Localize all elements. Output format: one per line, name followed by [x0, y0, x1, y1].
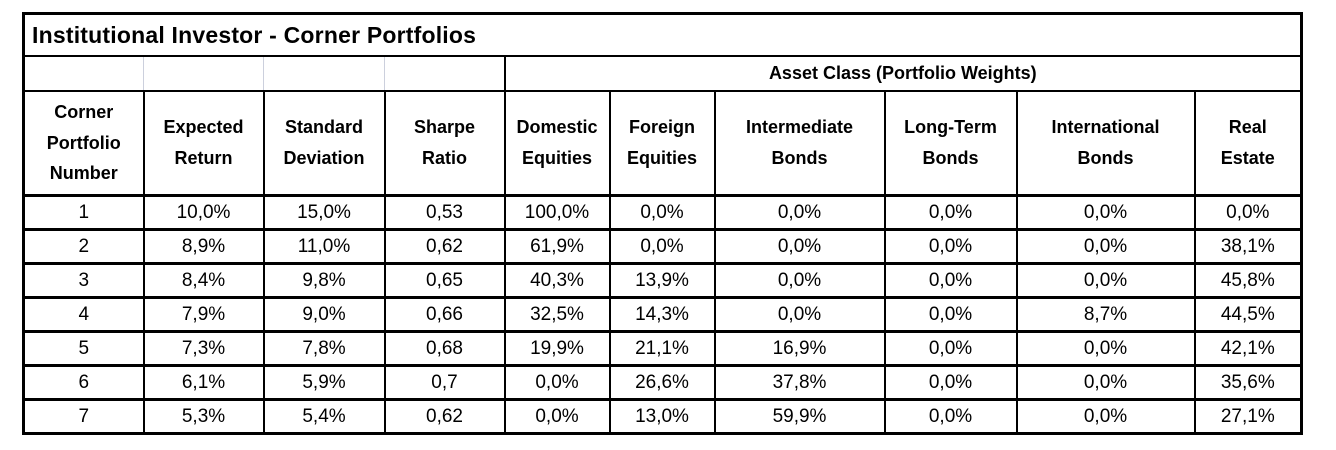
cell-corner-portfolio-number: 6 [22, 364, 145, 401]
cell-long-term-bonds: 0,0% [883, 364, 1018, 401]
cell-long-term-bonds: 0,0% [883, 398, 1018, 435]
cell-sharpe-ratio: 0,66 [383, 296, 506, 333]
table-row: 4 7,9% 9,0% 0,66 32,5% 14,3% 0,0% 0,0% 8… [22, 296, 1303, 333]
cell-international-bonds: 0,0% [1015, 194, 1196, 231]
empty-cell [384, 56, 505, 92]
cell-sharpe-ratio: 0,53 [383, 194, 506, 231]
cell-foreign-equities: 13,0% [608, 398, 716, 435]
cell-domestic-equities: 100,0% [503, 194, 611, 231]
empty-cell [143, 56, 264, 92]
cell-standard-deviation: 15,0% [262, 194, 386, 231]
cell-standard-deviation: 5,4% [262, 398, 386, 435]
cell-real-estate: 44,5% [1193, 296, 1303, 333]
cell-standard-deviation: 5,9% [262, 364, 386, 401]
cell-domestic-equities: 0,0% [503, 364, 611, 401]
table-row: 1 10,0% 15,0% 0,53 100,0% 0,0% 0,0% 0,0%… [22, 194, 1303, 231]
cell-long-term-bonds: 0,0% [883, 228, 1018, 265]
table-row: 2 8,9% 11,0% 0,62 61,9% 0,0% 0,0% 0,0% 0… [22, 228, 1303, 265]
column-header-standard-deviation: Standard Deviation [262, 90, 386, 197]
table-row: 6 6,1% 5,9% 0,7 0,0% 26,6% 37,8% 0,0% 0,… [22, 364, 1303, 401]
cell-domestic-equities: 61,9% [503, 228, 611, 265]
cell-foreign-equities: 0,0% [608, 194, 716, 231]
cell-standard-deviation: 9,0% [262, 296, 386, 333]
cell-international-bonds: 0,0% [1015, 228, 1196, 265]
cell-domestic-equities: 0,0% [503, 398, 611, 435]
cell-sharpe-ratio: 0,7 [383, 364, 506, 401]
cell-long-term-bonds: 0,0% [883, 262, 1018, 299]
cell-expected-return: 7,9% [142, 296, 265, 333]
cell-sharpe-ratio: 0,68 [383, 330, 506, 367]
column-header-intermediate-bonds: Intermediate Bonds [713, 90, 886, 197]
cell-long-term-bonds: 0,0% [883, 194, 1018, 231]
cell-foreign-equities: 26,6% [608, 364, 716, 401]
column-header-long-term-bonds: Long-Term Bonds [883, 90, 1018, 197]
cell-standard-deviation: 11,0% [262, 228, 386, 265]
cell-long-term-bonds: 0,0% [883, 330, 1018, 367]
cell-domestic-equities: 40,3% [503, 262, 611, 299]
cell-intermediate-bonds: 59,9% [713, 398, 886, 435]
cell-foreign-equities: 13,9% [608, 262, 716, 299]
cell-expected-return: 8,9% [142, 228, 265, 265]
column-header-row: Corner Portfolio Number Expected Return … [22, 90, 1303, 197]
cell-intermediate-bonds: 0,0% [713, 194, 886, 231]
table-row: 5 7,3% 7,8% 0,68 19,9% 21,1% 16,9% 0,0% … [22, 330, 1303, 367]
cell-real-estate: 45,8% [1193, 262, 1303, 299]
cell-corner-portfolio-number: 5 [22, 330, 145, 367]
empty-cell [263, 56, 385, 92]
cell-foreign-equities: 14,3% [608, 296, 716, 333]
cell-sharpe-ratio: 0,65 [383, 262, 506, 299]
cell-sharpe-ratio: 0,62 [383, 228, 506, 265]
cell-intermediate-bonds: 37,8% [713, 364, 886, 401]
cell-real-estate: 38,1% [1193, 228, 1303, 265]
cell-intermediate-bonds: 0,0% [713, 262, 886, 299]
cell-international-bonds: 0,0% [1015, 364, 1196, 401]
column-header-international-bonds: International Bonds [1015, 90, 1196, 197]
cell-real-estate: 42,1% [1193, 330, 1303, 367]
cell-domestic-equities: 19,9% [503, 330, 611, 367]
cell-corner-portfolio-number: 2 [22, 228, 145, 265]
corner-portfolios-table: Institutional Investor - Corner Portfoli… [22, 12, 1304, 435]
cell-standard-deviation: 9,8% [262, 262, 386, 299]
cell-corner-portfolio-number: 4 [22, 296, 145, 333]
cell-intermediate-bonds: 16,9% [713, 330, 886, 367]
column-header-domestic-equities: Domestic Equities [503, 90, 611, 197]
table-title: Institutional Investor - Corner Portfoli… [23, 13, 1302, 57]
cell-standard-deviation: 7,8% [262, 330, 386, 367]
table-row: 3 8,4% 9,8% 0,65 40,3% 13,9% 0,0% 0,0% 0… [22, 262, 1303, 299]
cell-foreign-equities: 21,1% [608, 330, 716, 367]
group-header-asset-class: Asset Class (Portfolio Weights) [503, 56, 1302, 92]
cell-real-estate: 27,1% [1193, 398, 1303, 435]
cell-intermediate-bonds: 0,0% [713, 296, 886, 333]
cell-corner-portfolio-number: 3 [22, 262, 145, 299]
column-header-corner-portfolio-number: Corner Portfolio Number [22, 90, 145, 197]
cell-international-bonds: 0,0% [1015, 330, 1196, 367]
cell-sharpe-ratio: 0,62 [383, 398, 506, 435]
table-row: 7 5,3% 5,4% 0,62 0,0% 13,0% 59,9% 0,0% 0… [22, 398, 1303, 435]
cell-long-term-bonds: 0,0% [883, 296, 1018, 333]
cell-expected-return: 8,4% [142, 262, 265, 299]
column-header-sharpe-ratio: Sharpe Ratio [383, 90, 506, 197]
cell-expected-return: 5,3% [142, 398, 265, 435]
cell-foreign-equities: 0,0% [608, 228, 716, 265]
cell-international-bonds: 0,0% [1015, 262, 1196, 299]
cell-expected-return: 7,3% [142, 330, 265, 367]
cell-corner-portfolio-number: 1 [22, 194, 145, 231]
title-row: Institutional Investor - Corner Portfoli… [23, 13, 1302, 57]
group-header-row: Asset Class (Portfolio Weights) [23, 56, 1302, 92]
column-header-real-estate: Real Estate [1193, 90, 1303, 197]
cell-domestic-equities: 32,5% [503, 296, 611, 333]
cell-real-estate: 0,0% [1193, 194, 1303, 231]
cell-international-bonds: 0,0% [1015, 398, 1196, 435]
cell-real-estate: 35,6% [1193, 364, 1303, 401]
empty-cell [23, 56, 144, 92]
column-header-expected-return: Expected Return [142, 90, 265, 197]
cell-intermediate-bonds: 0,0% [713, 228, 886, 265]
cell-corner-portfolio-number: 7 [22, 398, 145, 435]
column-header-foreign-equities: Foreign Equities [608, 90, 716, 197]
cell-expected-return: 6,1% [142, 364, 265, 401]
cell-international-bonds: 8,7% [1015, 296, 1196, 333]
cell-expected-return: 10,0% [142, 194, 265, 231]
